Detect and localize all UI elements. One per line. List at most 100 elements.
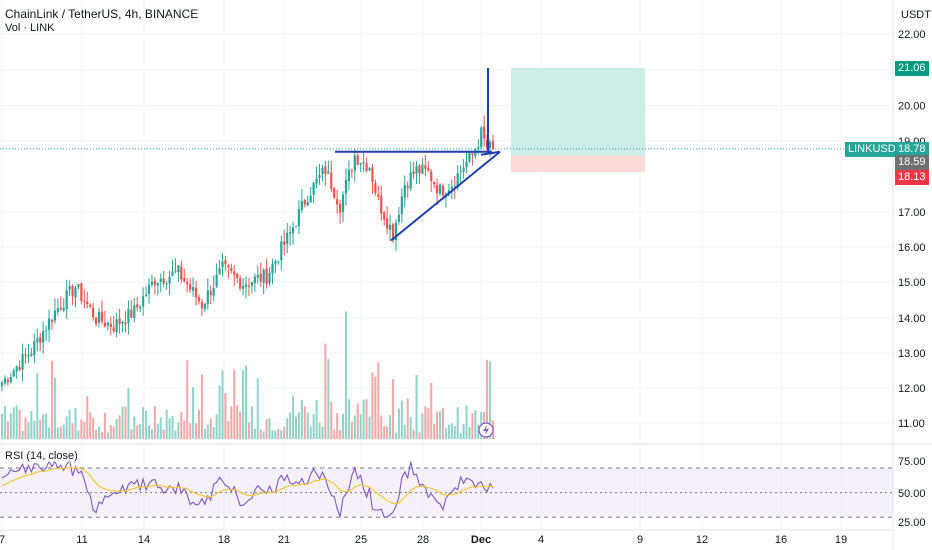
candle-body — [286, 232, 289, 244]
candle-body — [418, 165, 421, 173]
candle-body — [115, 319, 118, 333]
candle-body — [268, 272, 271, 284]
volume-bar — [397, 408, 400, 439]
candle-body — [33, 341, 36, 356]
target-price-tag: 21.06 — [895, 61, 929, 76]
lightning-icon — [483, 425, 489, 435]
volume-bar — [280, 429, 283, 439]
volume-bar — [289, 412, 292, 439]
candle-body — [118, 318, 121, 325]
profit-zone — [511, 67, 645, 156]
candle-body — [153, 280, 156, 286]
candle-body — [83, 300, 86, 302]
volume-bar — [236, 405, 239, 439]
candle-body — [121, 322, 124, 324]
candle-body — [377, 194, 380, 197]
volume-bar — [462, 424, 465, 439]
candle-body — [50, 319, 54, 322]
candle-body — [206, 290, 209, 305]
candle-body — [365, 163, 368, 171]
candle-body — [218, 268, 221, 275]
volume-bar — [374, 376, 377, 439]
volume-bar — [274, 430, 277, 439]
candle-body — [291, 227, 295, 234]
candle-body — [380, 195, 383, 214]
volume-bar — [65, 416, 68, 439]
candle-body — [403, 185, 406, 198]
candle-body — [283, 241, 286, 245]
candle-body — [209, 291, 212, 296]
candle-body — [424, 165, 427, 169]
candle-body — [77, 283, 80, 288]
candle-body — [327, 171, 330, 174]
candle-body — [27, 355, 30, 357]
candle-body — [383, 212, 386, 220]
volume-bar — [409, 417, 412, 439]
candle-body — [421, 164, 424, 174]
candle-body — [471, 153, 474, 155]
candle-body — [241, 285, 245, 289]
volume-bar — [253, 428, 256, 439]
candle-body — [53, 310, 57, 321]
time-tick-label: 28 — [417, 534, 429, 546]
candle-body — [174, 270, 177, 272]
volume-bar — [83, 421, 86, 439]
candle-body — [221, 261, 224, 268]
volume-bar — [430, 383, 433, 439]
volume-bar — [53, 378, 56, 439]
candle-body — [480, 127, 483, 148]
candle-body — [230, 267, 233, 272]
volume-bar — [30, 411, 33, 439]
time-tick-label: 18 — [218, 534, 230, 546]
trendlines[interactable] — [335, 67, 501, 438]
candle-body — [36, 338, 39, 343]
volume-bar — [250, 406, 253, 439]
volume-bar — [189, 423, 192, 439]
volume-bar — [215, 414, 218, 439]
candle-body — [150, 281, 154, 285]
volume-bar — [412, 429, 415, 439]
time-tick-label: 11 — [76, 534, 87, 546]
rsi-line — [1, 458, 494, 519]
entry-price-tag: 18.59 — [895, 155, 929, 170]
volume-bar — [450, 423, 453, 439]
candle-body — [109, 323, 112, 328]
candle-body — [59, 307, 62, 310]
candle-body — [42, 331, 45, 343]
volume-bar — [106, 432, 109, 439]
candle-body — [6, 379, 9, 383]
price-tick-label: 17.00 — [898, 207, 926, 219]
volume-bar — [318, 422, 321, 439]
volume-bar — [306, 412, 309, 439]
price-tick-label: 22.00 — [898, 29, 926, 41]
volume-bar — [183, 420, 186, 439]
volume-bar — [330, 402, 333, 439]
volume-bar — [136, 425, 139, 439]
volume-bar — [177, 422, 180, 439]
volume-bar — [371, 372, 374, 439]
candle-body — [139, 306, 142, 309]
candle-body — [468, 152, 471, 162]
volume-bar — [145, 410, 148, 439]
candle-body — [165, 283, 168, 285]
volume-bar — [389, 415, 392, 439]
volume-bar — [268, 418, 271, 439]
volume-bar — [100, 432, 103, 439]
time-tick-label: 14 — [138, 534, 150, 546]
time-tick-label: 25 — [355, 534, 367, 546]
candle-body — [394, 222, 398, 240]
volume-bar — [359, 414, 362, 439]
candle-body — [21, 354, 24, 370]
chart-grid — [0, 0, 893, 530]
candle-body — [127, 308, 130, 323]
volume-bar — [18, 409, 21, 439]
position-zones[interactable] — [511, 67, 645, 172]
time-tick-label: 16 — [775, 534, 787, 546]
volume-bar — [347, 399, 350, 439]
volume-bar — [98, 426, 101, 439]
candle-body — [362, 161, 365, 163]
volume-bar — [386, 426, 389, 439]
candle-body — [130, 309, 133, 318]
candle-body — [274, 260, 277, 264]
